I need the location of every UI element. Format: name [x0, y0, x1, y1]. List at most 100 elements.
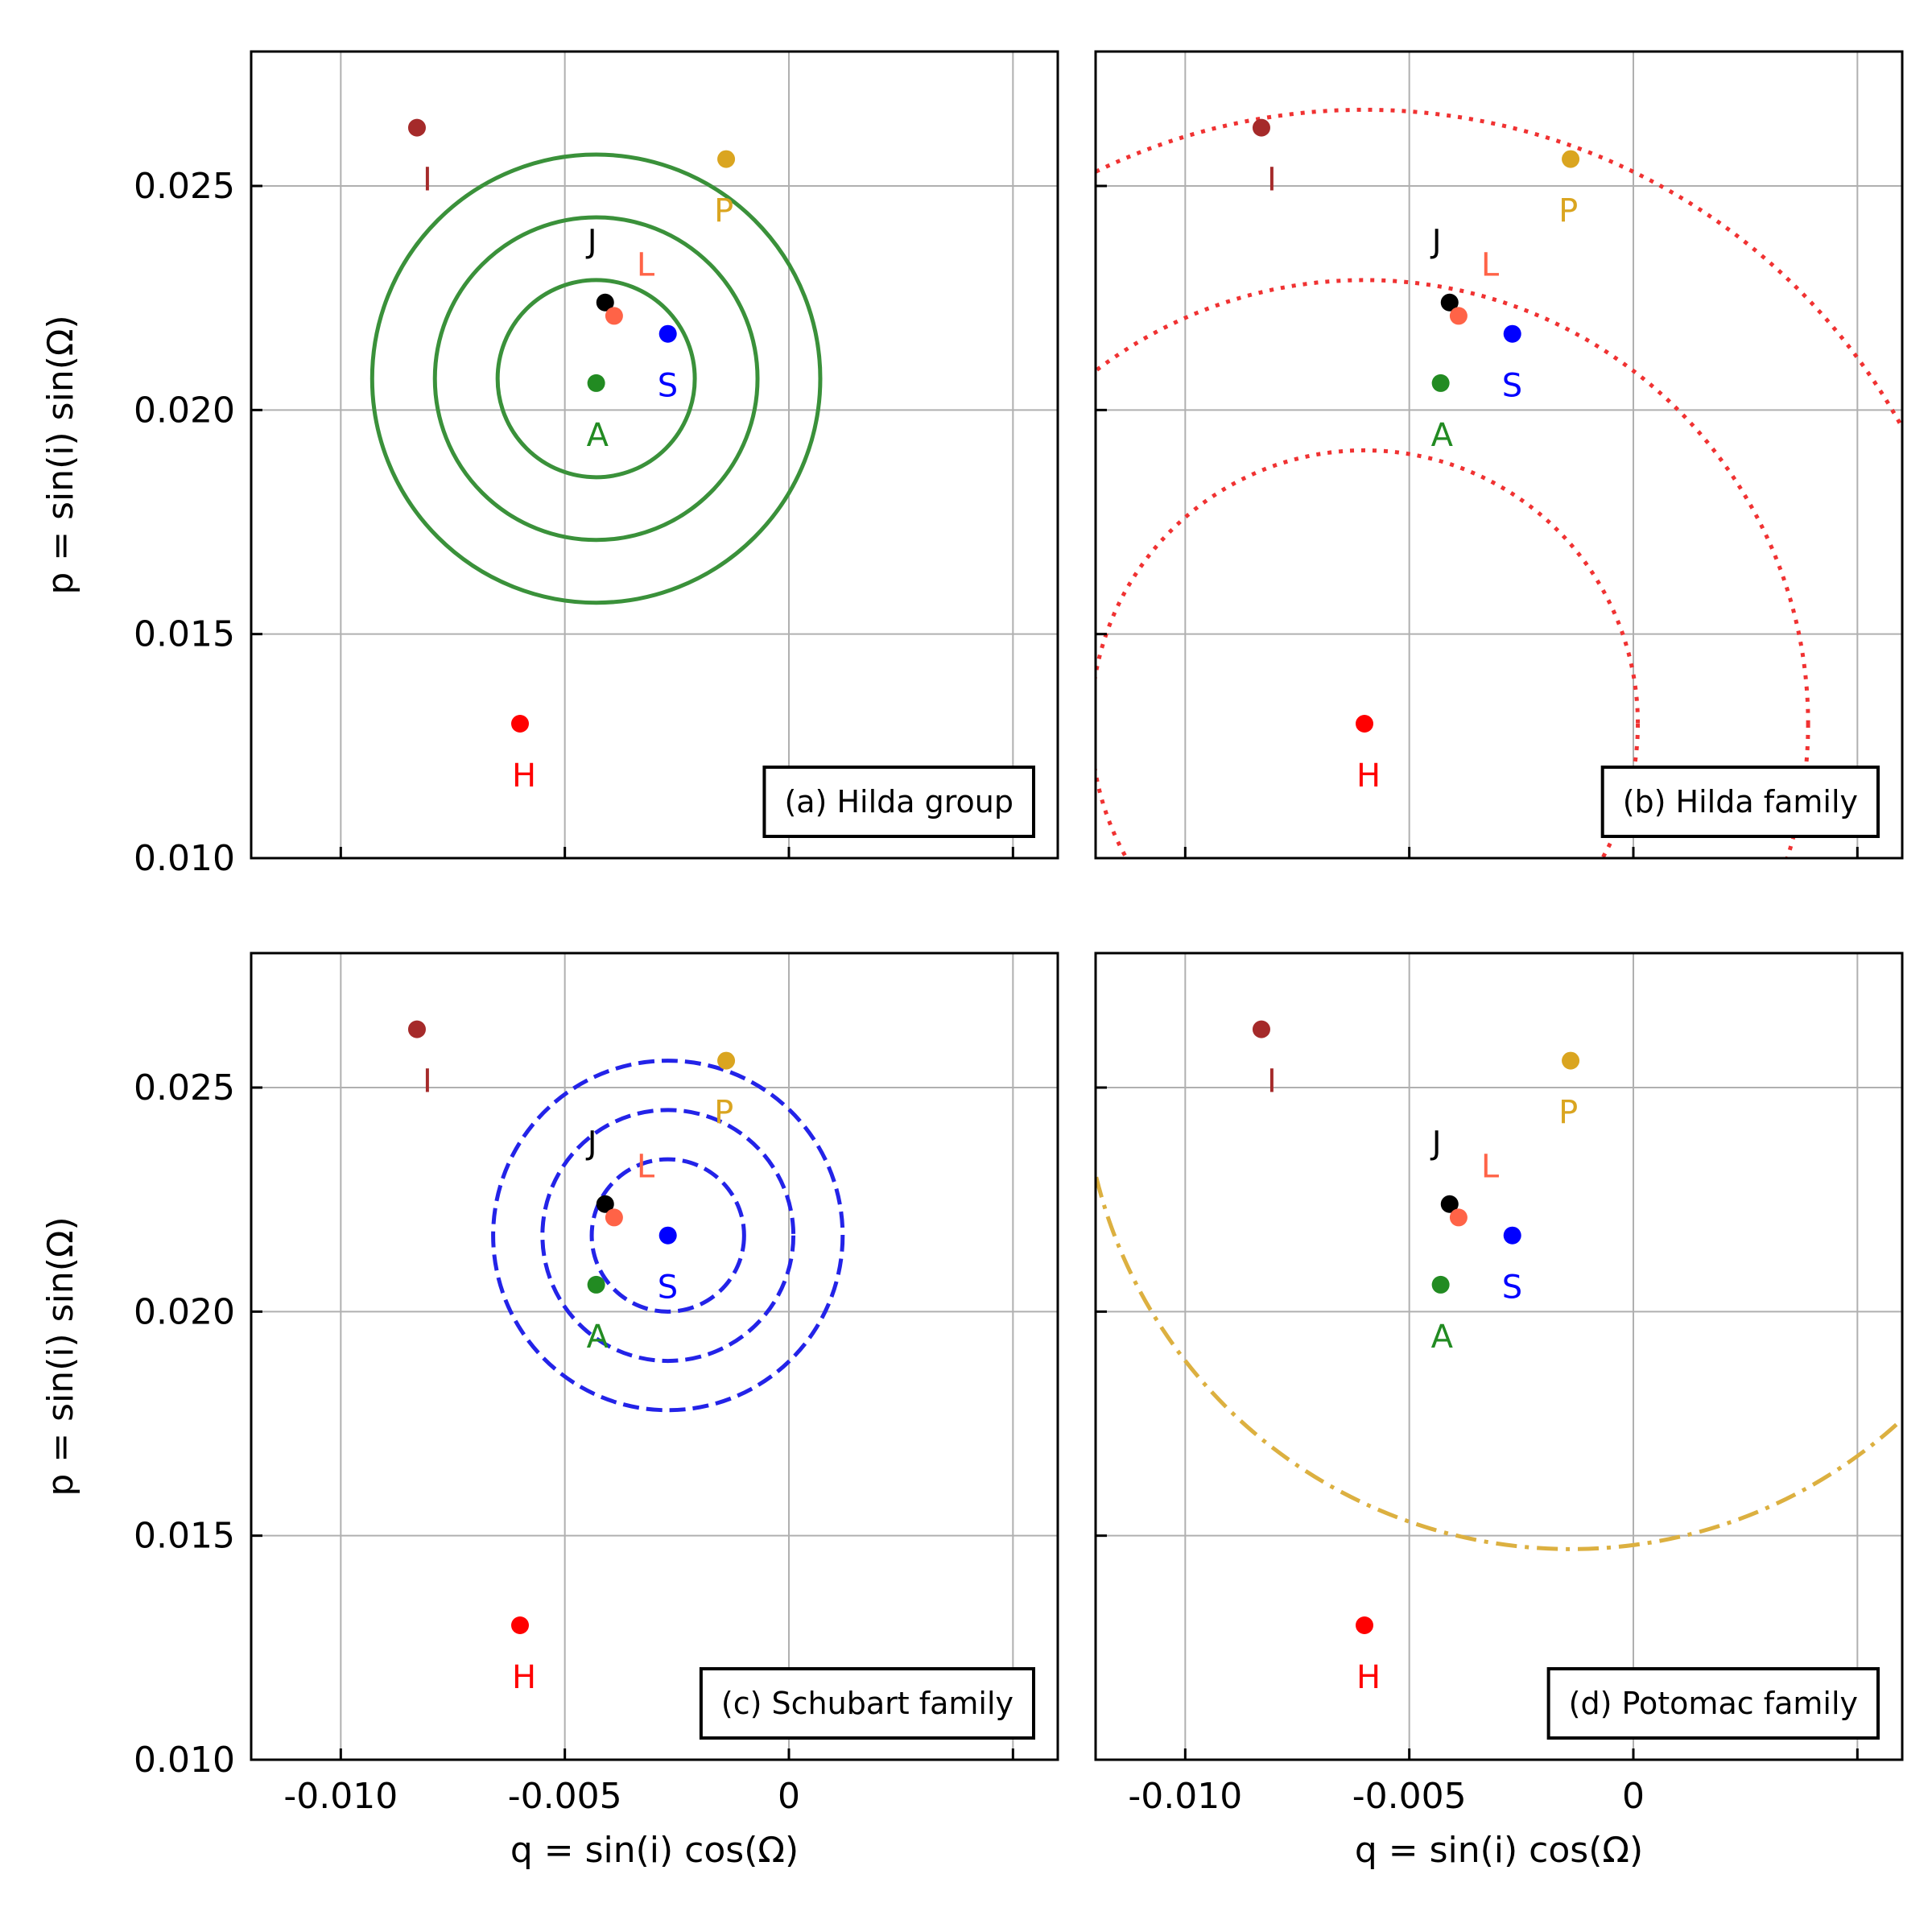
- point-J: [1440, 1195, 1459, 1213]
- x-tick-label-2: 0: [778, 1776, 800, 1817]
- point-label-P: P: [714, 1095, 733, 1132]
- point-label-J: J: [1430, 224, 1442, 261]
- point-I: [1252, 1020, 1270, 1038]
- point-S: [1503, 1226, 1521, 1245]
- point-L: [1449, 307, 1468, 325]
- point-S: [658, 1226, 677, 1245]
- legend-label: (a) Hilda group: [784, 784, 1013, 819]
- point-A: [1431, 1275, 1450, 1294]
- point-P: [717, 1051, 736, 1070]
- point-P: [1562, 150, 1580, 168]
- circle-3: [1096, 108, 1902, 432]
- point-S: [1503, 324, 1521, 343]
- point-I: [407, 118, 426, 137]
- point-label-J: J: [1430, 1125, 1442, 1162]
- point-label-A: A: [587, 417, 609, 454]
- point-label-I: I: [1267, 1063, 1277, 1100]
- panel-b: I P J L S A H (b) Hilda family: [1094, 50, 1904, 860]
- y-tick-label-0: 0.010: [134, 1740, 235, 1781]
- circle-2: [1096, 278, 1810, 858]
- point-label-J: J: [585, 1125, 597, 1162]
- point-P: [1562, 1051, 1580, 1070]
- legend-box: [762, 766, 1035, 838]
- panel-d: I P J L S A H -0.010 -0.005 0 q = sin(i) cos(Ω) (d)…: [1094, 952, 1904, 1871]
- x-axis-title: q = sin(i) cos(Ω): [510, 1830, 799, 1871]
- panel-c: I P J L S A H 0.010 0.015 0.020 0.025 p = sin(i) si…: [40, 952, 1059, 1871]
- y-axis-title: p = sin(i) sin(Ω): [40, 1216, 81, 1496]
- legend-label: (d) Potomac family: [1569, 1686, 1858, 1721]
- point-J: [596, 293, 614, 312]
- point-label-H: H: [1356, 758, 1381, 795]
- point-label-L: L: [637, 1148, 655, 1185]
- axes-frame: [1094, 50, 1904, 860]
- point-label-L: L: [1481, 246, 1500, 283]
- y-tick-label-3: 0.025: [134, 1067, 235, 1108]
- circle-1: [1096, 448, 1640, 858]
- legend-box: [1600, 766, 1880, 838]
- point-label-J: J: [585, 224, 597, 261]
- legend-box: [1546, 1667, 1880, 1740]
- point-L: [1449, 1208, 1468, 1227]
- circle-1: [495, 278, 697, 480]
- point-label-I: I: [423, 1063, 432, 1100]
- point-label-A: A: [587, 1319, 609, 1356]
- y-tick-label-0: 0.010: [134, 838, 235, 879]
- point-I: [407, 1020, 426, 1038]
- y-tick-label-3: 0.025: [134, 166, 235, 207]
- point-H: [511, 1616, 529, 1634]
- y-tick-label-1: 0.015: [134, 1516, 235, 1557]
- point-label-L: L: [1481, 1148, 1500, 1185]
- point-label-P: P: [1558, 1095, 1578, 1132]
- point-H: [1356, 715, 1373, 733]
- point-label-S: S: [1502, 368, 1522, 405]
- point-J: [1440, 293, 1459, 312]
- point-label-I: I: [1267, 162, 1277, 199]
- circle-group: [491, 1059, 845, 1413]
- circle-2: [432, 215, 760, 543]
- axes-frame: [250, 952, 1059, 1761]
- legend-label: (b) Hilda family: [1623, 784, 1858, 819]
- point-label-H: H: [512, 758, 536, 795]
- point-P: [717, 150, 736, 168]
- point-label-P: P: [1558, 193, 1578, 230]
- circle-group: [1096, 108, 1902, 858]
- point-L: [605, 307, 623, 325]
- point-label-S: S: [658, 1269, 678, 1307]
- point-label-S: S: [658, 368, 678, 405]
- circle-1: [1096, 953, 1902, 1551]
- y-tick-label-2: 0.020: [134, 1291, 235, 1332]
- legend-box: [699, 1667, 1035, 1740]
- point-J: [596, 1195, 614, 1213]
- circle-3: [369, 152, 823, 605]
- y-tick-label-1: 0.015: [134, 614, 235, 655]
- point-label-I: I: [423, 162, 432, 199]
- point-A: [1431, 374, 1450, 392]
- point-I: [1252, 118, 1270, 137]
- x-tick-label-0: -0.010: [1128, 1776, 1242, 1817]
- point-label-H: H: [512, 1659, 536, 1696]
- x-axis-title: q = sin(i) cos(Ω): [1355, 1830, 1643, 1871]
- point-H: [511, 715, 529, 733]
- point-L: [605, 1208, 623, 1227]
- point-label-H: H: [1356, 1659, 1381, 1696]
- circle-3: [491, 1059, 845, 1413]
- x-tick-label-0: -0.010: [283, 1776, 398, 1817]
- circle-2: [540, 1108, 796, 1364]
- point-label-A: A: [1431, 417, 1454, 454]
- circle-group: [1096, 953, 1902, 1551]
- point-label-A: A: [1431, 1319, 1454, 1356]
- x-tick-label-2: 0: [1622, 1776, 1645, 1817]
- point-A: [587, 1275, 605, 1294]
- circle-1: [589, 1157, 746, 1314]
- point-label-P: P: [714, 193, 733, 230]
- point-H: [1356, 1616, 1373, 1634]
- y-axis-title: p = sin(i) sin(Ω): [40, 315, 81, 594]
- circle-group: [369, 152, 823, 605]
- point-S: [658, 324, 677, 343]
- x-tick-label-1: -0.005: [1352, 1776, 1467, 1817]
- point-label-L: L: [637, 246, 655, 283]
- y-tick-label-2: 0.020: [134, 390, 235, 431]
- axes-frame: [1094, 952, 1904, 1761]
- panel-a: I P J L S A H 0.010 0.015 0.020 0.025 p = sin(i) si…: [40, 50, 1059, 879]
